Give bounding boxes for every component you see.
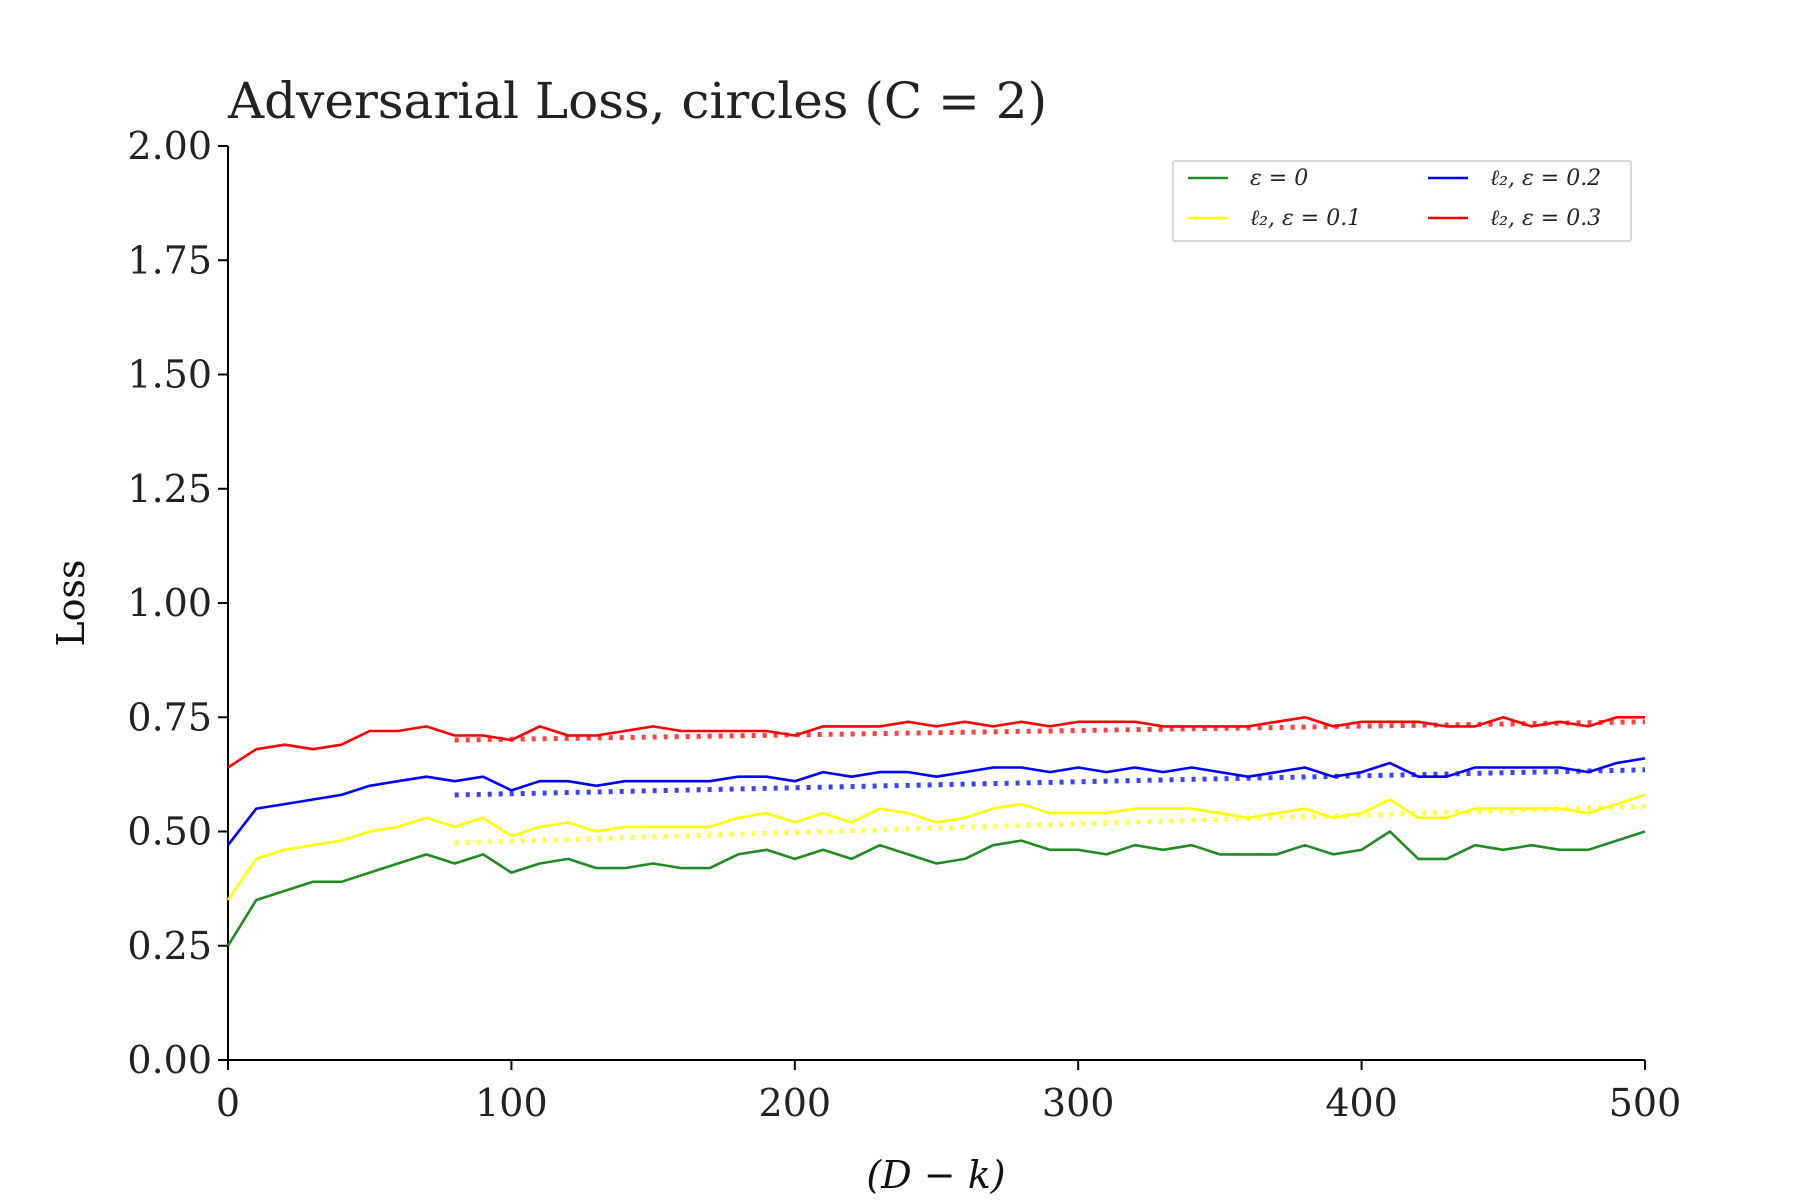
y-tick-label: 0.00 <box>127 1038 212 1082</box>
legend-label-0: ε = 0 <box>1250 166 1308 191</box>
legend-label-3: ℓ₂, ε = 0.3 <box>1490 206 1601 231</box>
series-fit-line-1 <box>454 803 1646 846</box>
legend-label-1: ℓ₂, ε = 0.1 <box>1250 206 1361 231</box>
y-tick-label: 1.25 <box>127 467 212 511</box>
series-fit-line-3 <box>454 719 1646 743</box>
y-tick-label: 0.25 <box>127 924 212 968</box>
y-tick-label: 1.00 <box>127 581 212 625</box>
legend-label-2: ℓ₂, ε = 0.2 <box>1490 166 1601 191</box>
y-tick-label: 0.50 <box>127 810 212 854</box>
series-line-2 <box>226 757 1646 846</box>
series-fit-line-2 <box>454 767 1646 798</box>
x-tick-label: 300 <box>1042 1081 1115 1125</box>
y-tick-label: 2.00 <box>127 124 212 168</box>
chart-title: Adversarial Loss, circles (C = 2) <box>227 72 1047 130</box>
y-tick-label: 0.75 <box>127 695 212 739</box>
y-tick-label: 1.75 <box>127 238 212 282</box>
x-tick-label: 200 <box>759 1081 832 1125</box>
y-tick-label: 1.50 <box>127 353 212 397</box>
axis-ticks: 0.00 0.25 0.50 0.75 1.00 1.25 1.50 1.75 2.00 0 100… <box>127 124 1681 1125</box>
y-axis-label: Loss <box>49 559 93 646</box>
x-tick-label: 0 <box>216 1081 240 1125</box>
series-line-3 <box>227 715 1645 769</box>
series-line-0 <box>226 830 1646 947</box>
x-tick-label: 400 <box>1325 1081 1398 1125</box>
legend-box <box>1172 160 1632 242</box>
x-tick-label: 500 <box>1609 1081 1682 1125</box>
x-tick-label: 100 <box>475 1081 548 1125</box>
legend: ε = 0 ℓ₂, ε = 0.2 ℓ₂, ε = 0.1 ℓ₂, ε = 0.3 <box>1172 160 1632 242</box>
series-line-1 <box>226 793 1646 901</box>
x-axis-label: (D − k) <box>866 1153 1005 1197</box>
plot-area <box>226 715 1646 947</box>
